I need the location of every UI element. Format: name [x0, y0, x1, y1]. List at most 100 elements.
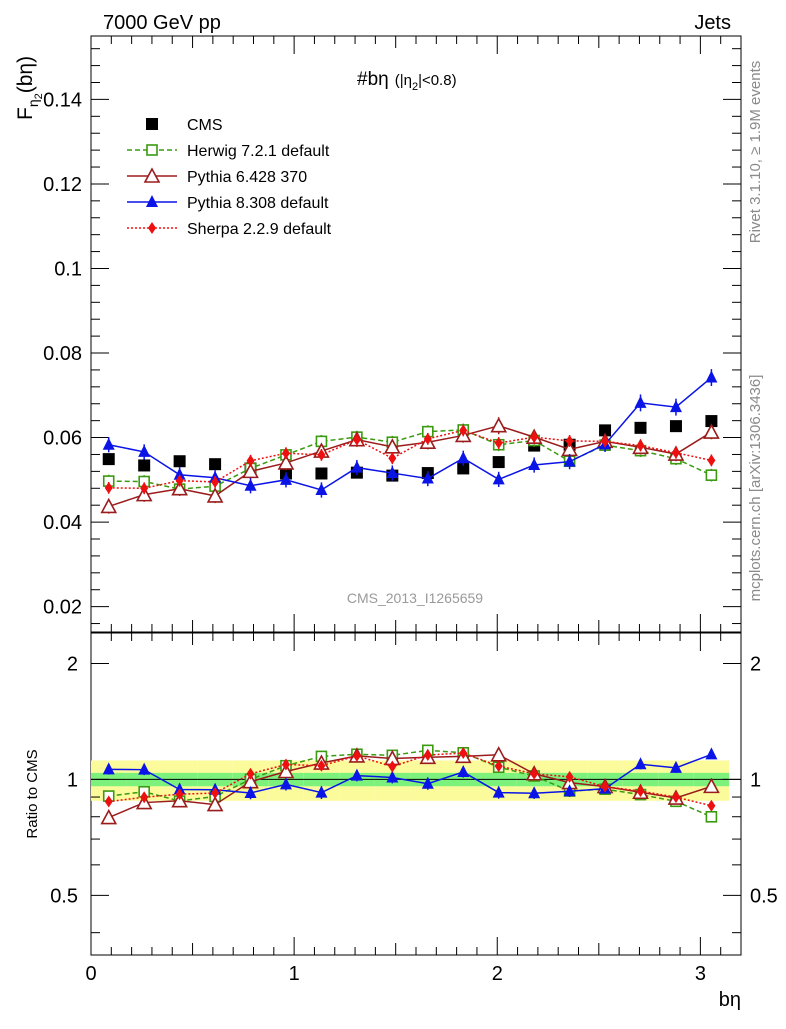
- data-point-sherpa: [140, 482, 149, 495]
- ratio-point-sherpa: [352, 749, 361, 762]
- data-point-pythia6: [171, 480, 188, 496]
- legend-marker-cms: [146, 118, 158, 130]
- legend-item-cms: CMS: [146, 117, 223, 134]
- data-point-sherpa: [211, 475, 220, 488]
- data-point-sherpa: [388, 452, 397, 465]
- ratio-y-tick-label-right: 1: [750, 769, 761, 791]
- x-tick-label: 0: [85, 963, 96, 985]
- series-line-pythia8: [108, 376, 712, 491]
- data-point-sherpa: [281, 447, 290, 460]
- data-point-pythia8: [492, 472, 505, 485]
- data-point-cms: [209, 458, 222, 471]
- mcplots-reference-text: mcplots.cern.ch [arXiv:1306.3436]: [747, 375, 764, 602]
- data-point-cms: [492, 456, 505, 469]
- data-point-cms: [173, 455, 186, 468]
- ratio-point-pythia8: [457, 764, 470, 777]
- ylabel-base: F: [14, 107, 37, 120]
- axes: 0 1 2 3 0.02 0.04 0.06 0.08 0.1 0.12 0.14 0.5 0.5 1 1 2…: [43, 36, 778, 985]
- plot-title-cut: (|η: [395, 72, 412, 89]
- ylabel-sub: η: [25, 99, 41, 107]
- data-point-cms: [705, 415, 718, 428]
- data-point-pythia8: [669, 400, 682, 413]
- legend-marker-sherpa: [148, 222, 156, 234]
- ratio-point-pythia8: [669, 760, 682, 773]
- data-point-cms: [457, 462, 470, 475]
- ratio-point-sherpa: [459, 747, 468, 760]
- series-sherpa: [104, 424, 716, 495]
- data-point-pythia8: [315, 482, 328, 495]
- ratio-point-pythia6: [100, 808, 118, 825]
- ratio-y-tick-label-right: 0.5: [750, 885, 778, 907]
- main-y-tick-label: 0.06: [43, 428, 82, 450]
- ratio-point-sherpa: [565, 770, 574, 783]
- ratio-point-pythia8: [138, 762, 151, 775]
- ratio-point-pythia8: [634, 757, 647, 770]
- plot-title: #bη (|η2|<0.8): [357, 69, 457, 93]
- legend-item-pythia8: Pythia 8.308 default: [127, 195, 329, 212]
- ratio-point-pythia8: [705, 747, 718, 760]
- ratio-point-sherpa: [601, 780, 610, 793]
- data-point-pythia8: [138, 444, 151, 457]
- data-point-sherpa: [530, 431, 539, 444]
- ratio-y-tick-label-left: 1: [67, 769, 78, 791]
- rivet-version-text: Rivet 3.1.10, ≥ 1.9M events: [747, 61, 764, 244]
- data-point-pythia8: [102, 437, 115, 450]
- ratio-point-sherpa: [636, 785, 645, 798]
- ratio-point-sherpa: [530, 767, 539, 780]
- data-point-sherpa: [671, 446, 680, 459]
- ratio-point-pythia8: [315, 785, 328, 798]
- data-point-pythia8: [457, 451, 470, 464]
- ratio-y-tick-label-left: 2: [67, 653, 78, 675]
- ratio-point-sherpa: [281, 758, 290, 771]
- ratio-line-pythia8: [108, 753, 712, 794]
- data-point-sherpa: [104, 481, 113, 494]
- data-point-sherpa: [317, 448, 326, 461]
- ratio-point-pythia8: [563, 784, 576, 797]
- x-tick-label: 2: [492, 963, 503, 985]
- data-point-sherpa: [352, 433, 361, 446]
- series-line-sherpa: [108, 429, 712, 490]
- data-point-sherpa: [636, 439, 645, 452]
- ratio-point-pythia8: [102, 762, 115, 775]
- ratio-point-sherpa: [494, 760, 503, 773]
- legend-item-pythia6: Pythia 6.428 370: [127, 167, 307, 186]
- ratio-series-sherpa: [104, 747, 716, 812]
- ratio-y-tick-label-right: 2: [750, 653, 761, 675]
- main-series: [100, 369, 720, 514]
- ratio-line-pythia6: [108, 754, 712, 819]
- legend-marker-pythia6: [143, 167, 161, 183]
- data-point-pythia6: [206, 487, 224, 503]
- ylabel-subsub: 2: [33, 93, 45, 99]
- ratio-point-pythia8: [528, 786, 541, 799]
- ratio-line-sherpa: [108, 752, 712, 807]
- data-point-pythia8: [279, 472, 292, 485]
- data-point-pythia8: [173, 467, 186, 480]
- ratio-point-herwig: [705, 811, 718, 823]
- series-cms: [102, 415, 718, 482]
- data-point-pythia8: [350, 460, 363, 473]
- ratio-point-pythia6: [703, 777, 720, 794]
- legend-label-herwig: Herwig 7.2.1 default: [187, 143, 330, 160]
- watermark-analysis: CMS_2013_I1265659: [347, 590, 483, 606]
- data-point-pythia8: [563, 454, 576, 467]
- main-y-tick-label: 0.02: [43, 597, 82, 619]
- data-point-cms: [634, 421, 647, 434]
- series-pythia8: [102, 369, 718, 498]
- main-y-tick-label: 0.14: [43, 89, 82, 111]
- header-left: 7000 GeV pp: [103, 12, 221, 34]
- legend-marker-pythia8: [146, 195, 158, 207]
- data-point-cms: [138, 459, 151, 472]
- ratio-point-pythia8: [492, 785, 505, 798]
- ratio-point-sherpa: [246, 767, 255, 780]
- data-point-cms: [669, 420, 682, 433]
- data-point-pythia8: [705, 370, 718, 383]
- ratio-point-pythia8: [244, 785, 257, 798]
- legend-label-pythia8: Pythia 8.308 default: [187, 195, 329, 212]
- ratio-point-pythia8: [350, 768, 363, 781]
- data-point-sherpa: [423, 432, 432, 445]
- plot-title-main: #bη: [357, 69, 389, 90]
- data-point-cms: [599, 424, 612, 437]
- ratio-series-pythia8: [102, 747, 718, 800]
- ratio-point-pythia6: [206, 795, 224, 812]
